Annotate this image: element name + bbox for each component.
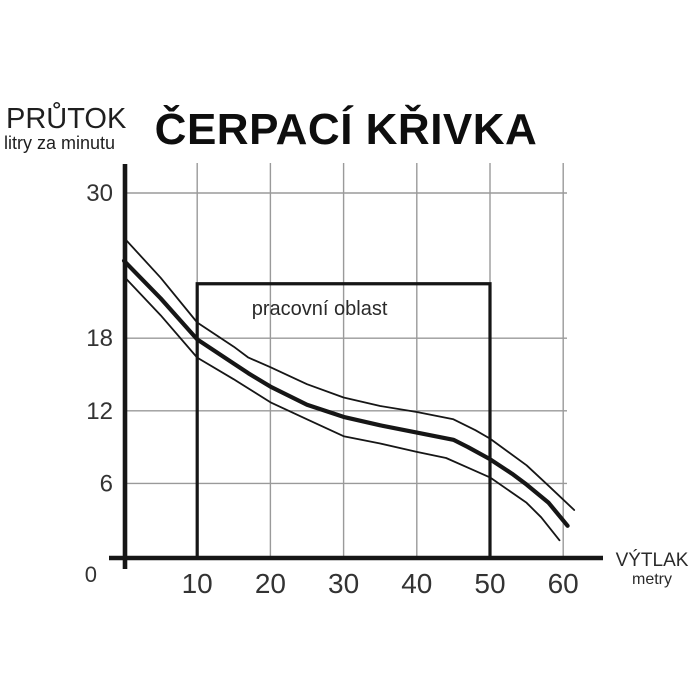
x-tick-label-60: 60 [548, 568, 579, 599]
working-area-box [195, 282, 492, 557]
y-tick-label-0: 0 [85, 562, 97, 587]
x-tick-label-40: 40 [401, 568, 432, 599]
x-tick-label-50: 50 [474, 568, 505, 599]
curve-upper-tolerance-curve [123, 236, 576, 511]
y-axis-title: PRŮTOK [6, 103, 127, 135]
x-tick-label-20: 20 [255, 568, 286, 599]
y-tick-label-30: 30 [86, 180, 113, 207]
x-axis-title-block: VÝTLAK metry [610, 550, 694, 589]
y-tick-label-6: 6 [100, 470, 113, 497]
curve-lower-tolerance-curve [123, 275, 561, 542]
y-axis-subtitle: litry za minutu [4, 133, 116, 153]
x-tick-label-10: 10 [182, 568, 213, 599]
y-tick-label-12: 12 [86, 398, 113, 425]
working-area-label: pracovní oblast [252, 298, 388, 320]
chart-title: ČERPACÍ KŘIVKA [154, 105, 538, 154]
x-axis-title: VÝTLAK [615, 550, 689, 571]
y-tick-label-18: 18 [86, 325, 113, 352]
curve-nominal-pump-curve [121, 258, 570, 528]
x-axis-subtitle: metry [632, 571, 672, 588]
x-tick-label-30: 30 [328, 568, 359, 599]
